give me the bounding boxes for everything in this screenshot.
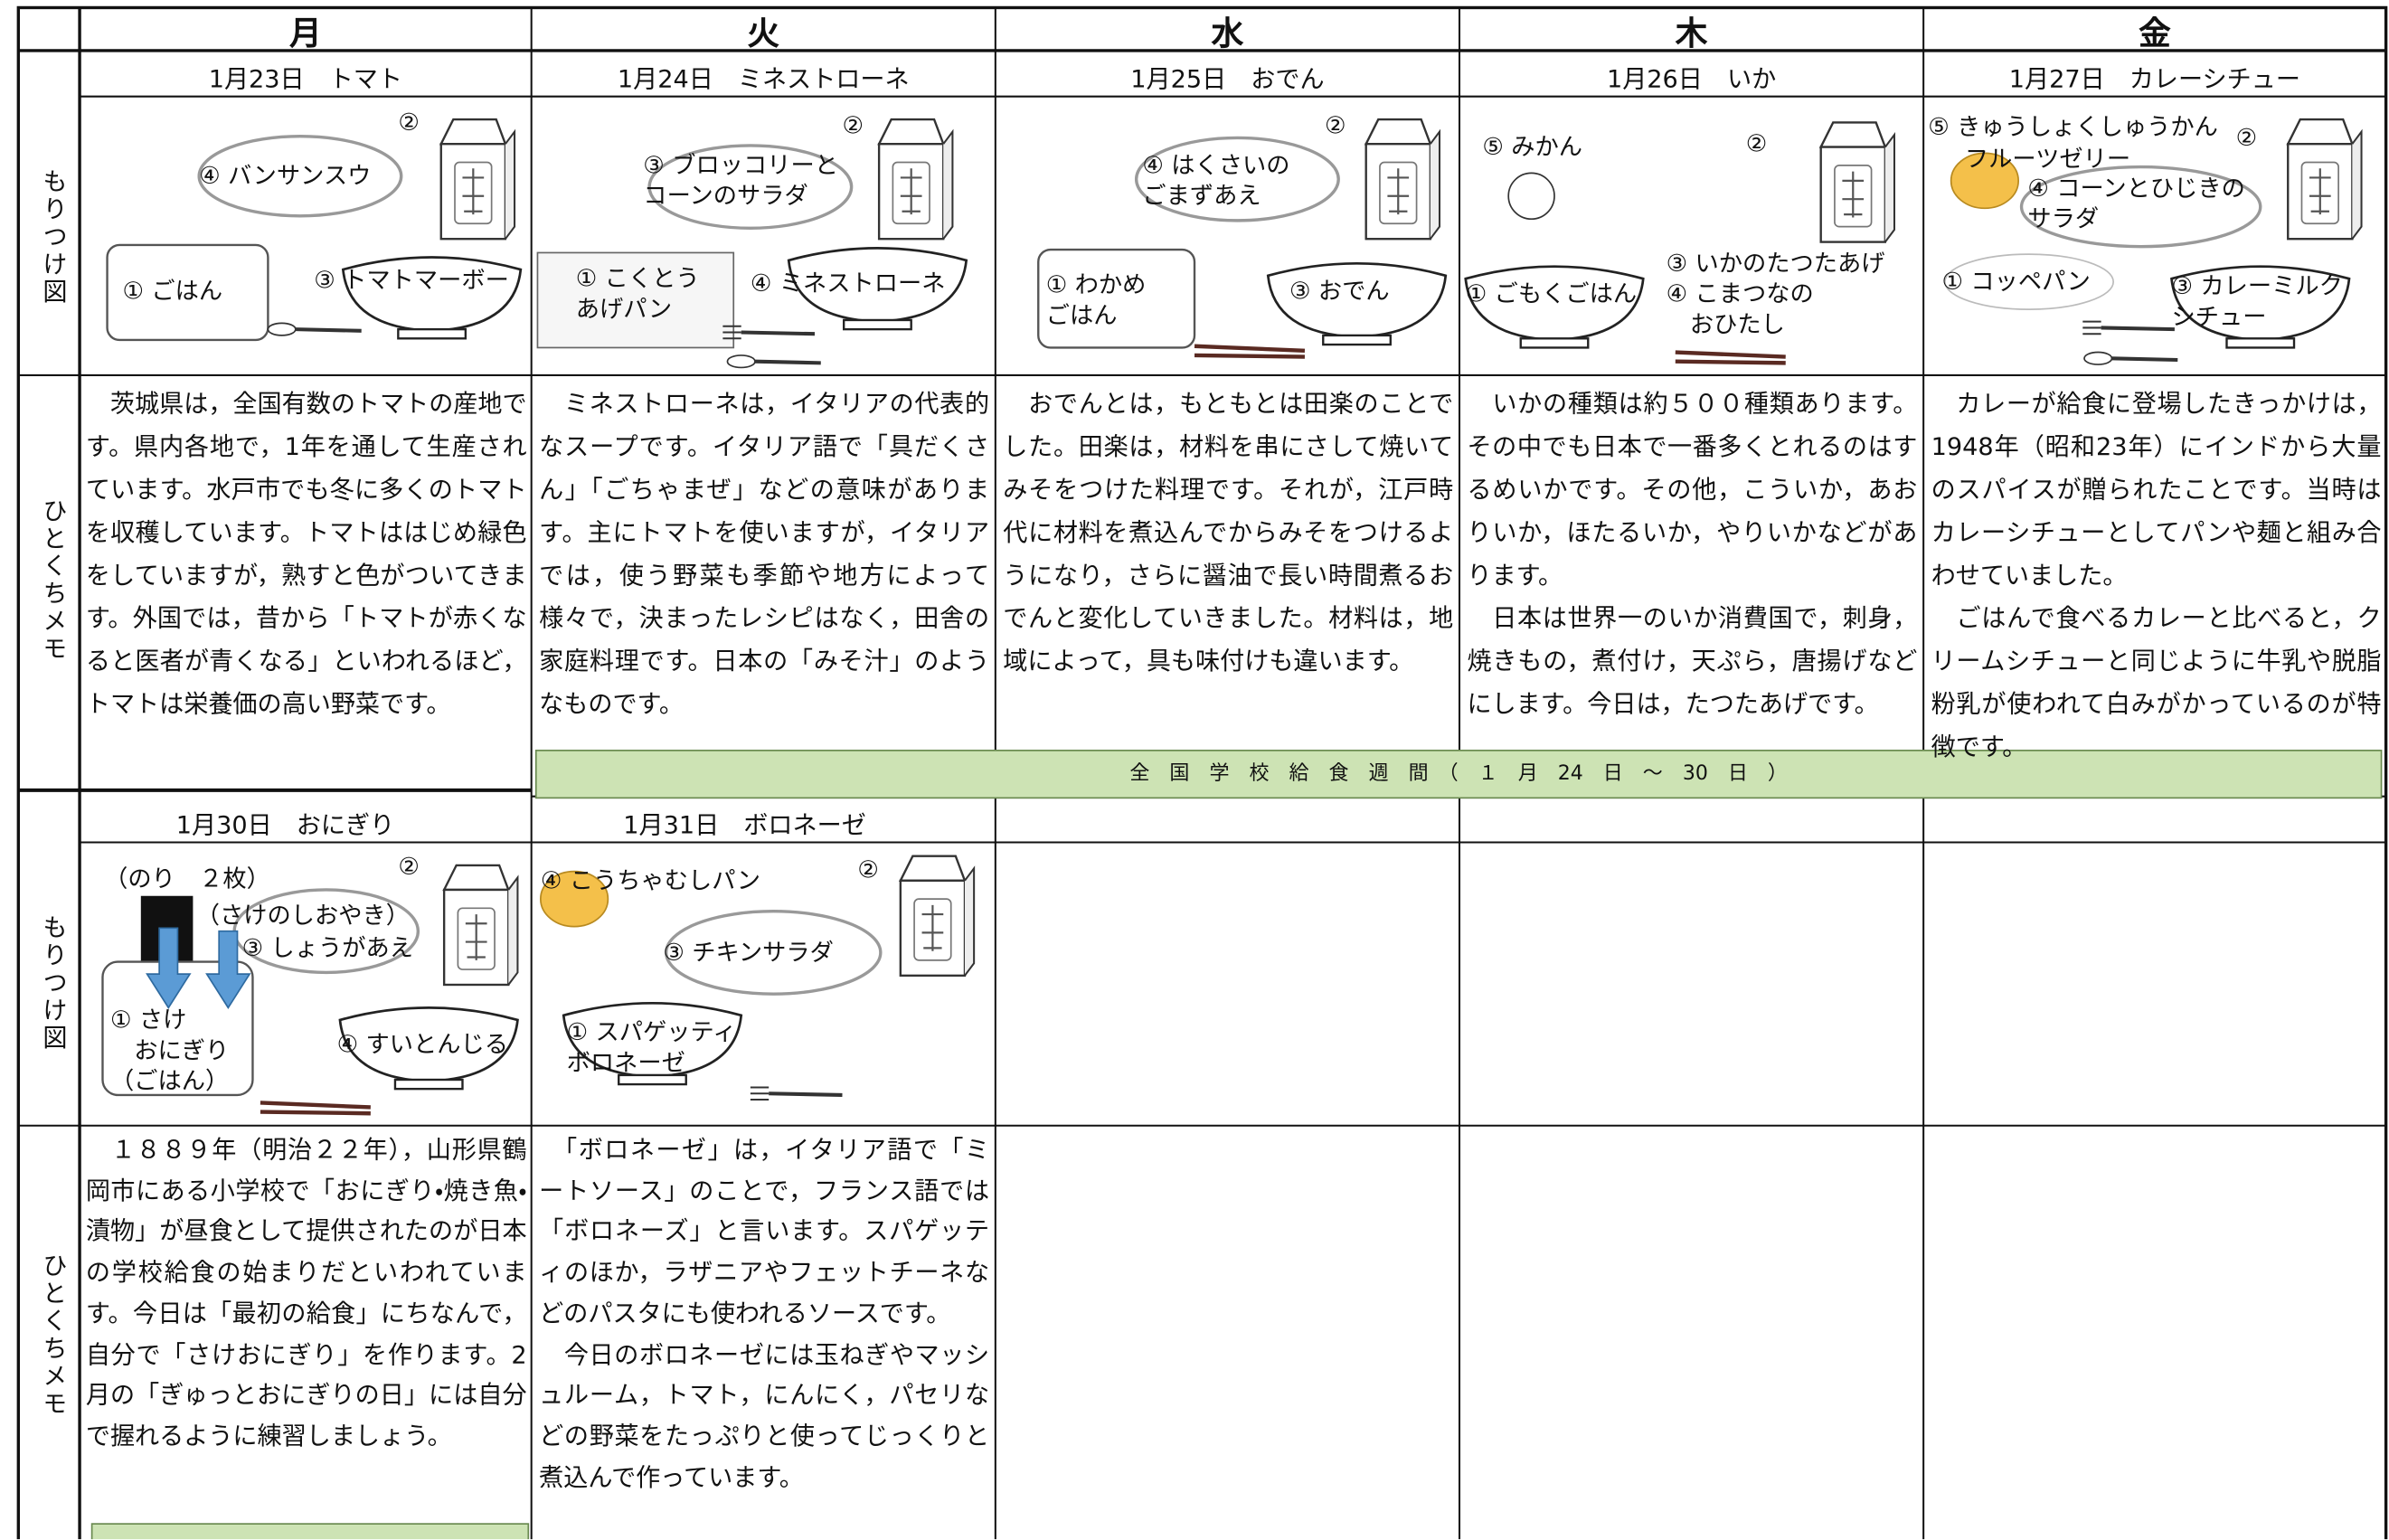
day-header: 火 <box>747 14 780 52</box>
banner: 全 国 学 校 給 食 週 間 （ １ 月 24 日 ～ 30 日 ） <box>1129 762 1788 786</box>
item: ① こくとう あげパン <box>575 264 700 324</box>
memo: 茨城県は，全国有数のトマトの産地です。県内各地で，1年を通して生産されています。… <box>86 383 527 725</box>
day-header: 月 <box>289 14 322 52</box>
memo: 「ボロネーゼ」は，イタリア語で「ミートソース」のことで，フランス語では「ボロネー… <box>539 1130 989 1498</box>
item: ③ おでん <box>1289 277 1390 306</box>
item: ③ いかのたつたあげ ④ こまつなの おひたし <box>1666 250 1885 339</box>
memo: おでんとは，もともとは田楽のことでした。田楽は，材料を串にさして焼いてみそをつけ… <box>1003 383 1453 683</box>
item: フルーツゼリー <box>1964 145 2131 174</box>
memo-paragraph: いかの種類は約５００種類あります。その中でも日本で一番多くとれるのはするめいかで… <box>1467 389 1918 590</box>
item: ④ バンサンスウ <box>199 162 372 191</box>
item: ② <box>2235 124 2258 152</box>
memo-paragraph: ミネストローネは，イタリアの代表的なスープです。イタリア語で「具だくさん」「ごち… <box>539 389 990 719</box>
row-label: ひとくちメモ <box>38 497 68 664</box>
memo-paragraph: ごはんで食べるカレーと比べると，クリームシチューと同じように牛乳や脱脂粉乳が使わ… <box>1931 603 2382 761</box>
date: 1月31日 ボロネーゼ <box>623 809 866 840</box>
item: ③ カレーミルク シチュー <box>2171 272 2343 331</box>
memo-paragraph: 今日のボロネーゼには玉ねぎやマッシュルーム，トマト，にんにく，パセリなどの野菜を… <box>539 1339 990 1491</box>
item: ① わかめ ごはん <box>1045 270 1147 330</box>
item: ② <box>857 855 879 884</box>
item: ② <box>398 109 420 137</box>
date: 1月23日 トマト <box>208 64 403 94</box>
item: ③ トマトマーボー <box>314 266 509 295</box>
item: ② <box>842 111 864 140</box>
memo: １８８９年（明治２２年），山形県鶴岡市にある小学校で「おにぎり・焼き魚・漬物」が… <box>86 1130 527 1458</box>
item: ③ チキンサラダ <box>663 939 834 967</box>
item: ① スパゲッティ ボロネーゼ <box>566 1018 737 1077</box>
row-label: ひとくちメモ <box>38 1252 68 1419</box>
item: ⑤ きゅうしょくしゅうかん <box>1928 113 2218 141</box>
item: ⑤ みかん <box>1482 133 1583 161</box>
item: ② <box>1324 111 1346 140</box>
memo-paragraph: 「ボロネーゼ」は，イタリア語で「ミートソース」のことで，フランス語では「ボロネー… <box>539 1134 990 1328</box>
date: 1月30日 おにぎり <box>175 809 395 840</box>
day-header: 水 <box>1211 14 1244 52</box>
item: ④ コーンとひじきの サラダ <box>2027 175 2245 233</box>
memo: ミネストローネは，イタリアの代表的なスープです。イタリア語で「具だくさん」「ごち… <box>539 383 989 725</box>
item: ① ごもくごはん <box>1465 279 1638 308</box>
item: ④ ミネストローネ <box>750 269 946 298</box>
item: ① ごはん <box>122 277 223 306</box>
day-header: 金 <box>2139 14 2171 52</box>
date: 1月24日 ミネストローネ <box>617 64 910 94</box>
memo-paragraph: 茨城県は，全国有数のトマトの産地です。県内各地で，1年を通して生産されています。… <box>85 389 527 719</box>
item: ④ はくさいの ごまずあえ <box>1142 151 1290 211</box>
item: ④ すいとんじる <box>336 1030 508 1059</box>
memo: カレーが給食に登場したきっかけは，1948年（昭和23年）にインドから大量のスパ… <box>1931 383 2382 769</box>
item: ① コッペパン <box>1941 268 2091 296</box>
memo-paragraph: 日本は世界一のいか消費国で，刺身，焼きもの，煮付け，天ぷら，唐揚げなどにします。… <box>1467 603 1918 719</box>
memo-paragraph: カレーが給食に登場したきっかけは，1948年（昭和23年）にインドから大量のスパ… <box>1931 389 2382 590</box>
row-label: もりつけ図 <box>38 914 68 1053</box>
date: 1月27日 カレーシチュー <box>2008 64 2300 94</box>
item: ③ しょうがあえ <box>241 934 413 962</box>
row-label: もりつけ図 <box>38 168 68 307</box>
item: ③ ブロッコリーと コーンのサラダ <box>643 151 838 211</box>
date: 1月25日 おでん <box>1130 64 1325 94</box>
date: 1月26日 いか <box>1606 64 1777 94</box>
memo: いかの種類は約５００種類あります。その中でも日本で一番多くとれるのはするめいかで… <box>1467 383 1917 725</box>
item: ① さけ おにぎり （ごはん） <box>109 1006 230 1095</box>
item: （さけのしおやき） <box>195 902 411 931</box>
item: ② <box>1745 129 1768 158</box>
item: ② <box>398 853 420 881</box>
memo-paragraph: １８８９年（明治２２年），山形県鶴岡市にある小学校で「おにぎり・焼き魚・漬物」が… <box>85 1134 527 1450</box>
day-header: 木 <box>1675 14 1708 52</box>
item: （のり ２枚） <box>104 864 270 893</box>
memo-paragraph: おでんとは，もともとは田楽のことでした。田楽は，材料を串にさして焼いてみそをつけ… <box>1003 389 1454 676</box>
item: ④ こうちゃむしパン <box>540 866 761 895</box>
